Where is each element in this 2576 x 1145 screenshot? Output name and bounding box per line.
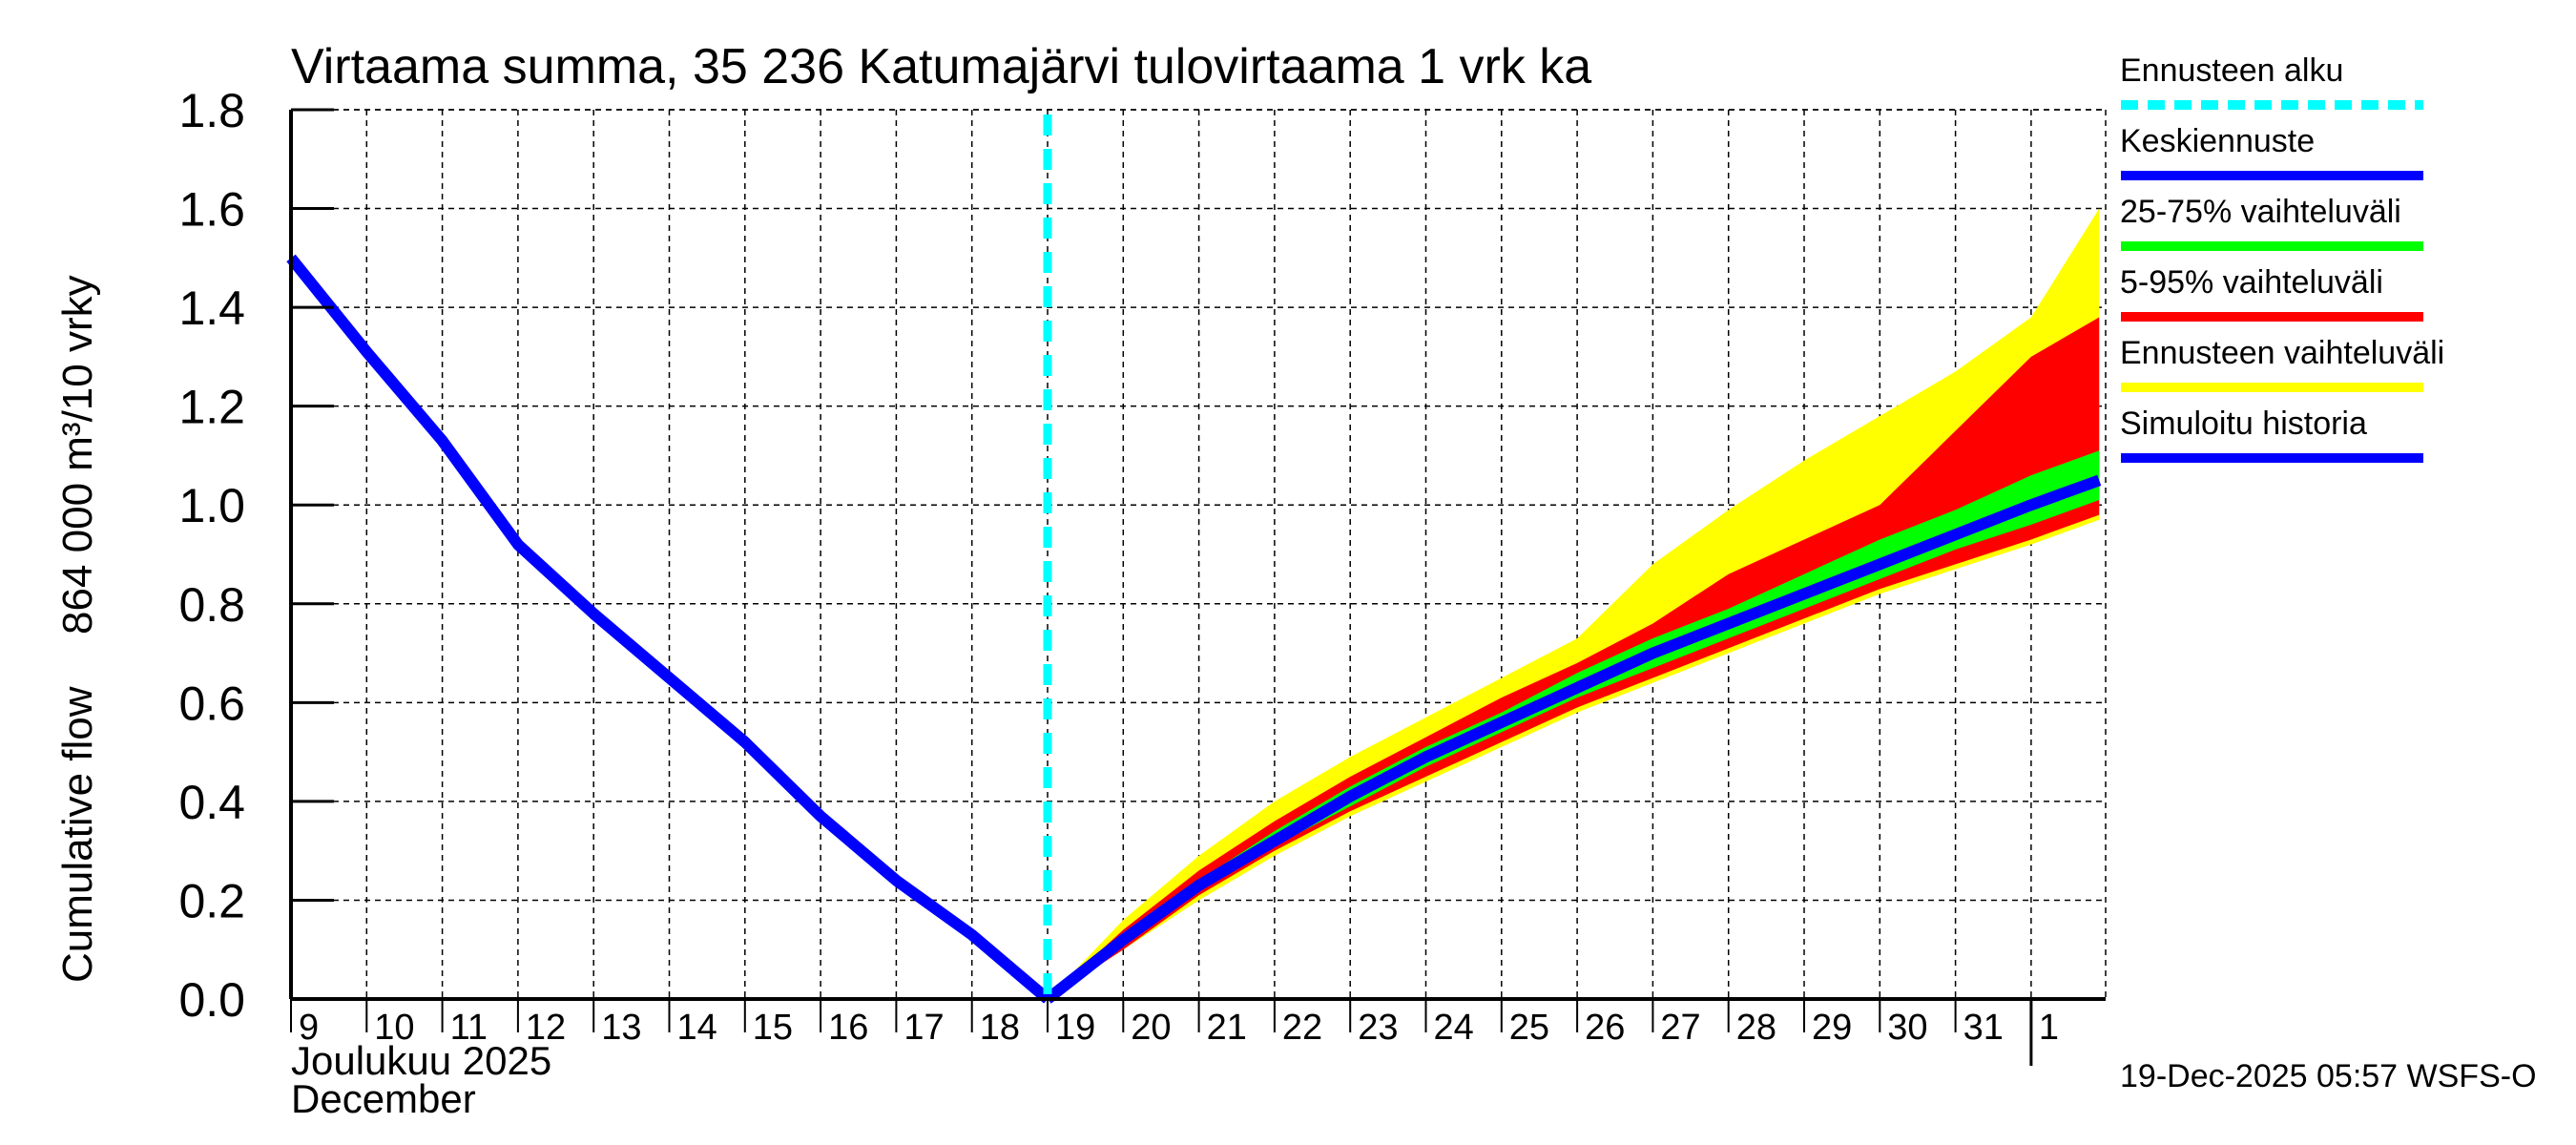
line-Keskiennuste (1044, 474, 2102, 1004)
line-Simuloitu historia (286, 254, 1051, 1004)
svg-text:28: 28 (1736, 1008, 1776, 1048)
svg-text:14: 14 (677, 1008, 717, 1048)
svg-text:22: 22 (1282, 1008, 1322, 1048)
svg-text:16: 16 (828, 1008, 868, 1048)
band-25-75% vaihteluväli (1048, 450, 2100, 999)
svg-text:0.8: 0.8 (178, 578, 245, 632)
svg-text:1.0: 1.0 (178, 479, 245, 532)
svg-text:1.8: 1.8 (178, 84, 245, 137)
svg-text:30: 30 (1887, 1008, 1927, 1048)
x-axis-label-month: Joulukuu 2025 (291, 1038, 551, 1083)
svg-text:0.0: 0.0 (178, 973, 245, 1027)
svg-text:20: 20 (1131, 1008, 1171, 1048)
svg-text:10: 10 (374, 1008, 414, 1048)
svg-text:27: 27 (1660, 1008, 1700, 1048)
svg-text:29: 29 (1812, 1008, 1852, 1048)
svg-text:Simuloitu historia: Simuloitu historia (2120, 406, 2367, 442)
series-lines (286, 254, 2102, 1004)
y-axis-label-unit: 864 000 m³/10 vrky (54, 275, 101, 635)
svg-text:25: 25 (1509, 1008, 1549, 1048)
svg-text:1.6: 1.6 (178, 183, 245, 237)
svg-text:24: 24 (1434, 1008, 1474, 1048)
svg-text:21: 21 (1207, 1008, 1247, 1048)
svg-text:26: 26 (1585, 1008, 1625, 1048)
svg-text:17: 17 (904, 1008, 944, 1048)
svg-text:1: 1 (2039, 1008, 2059, 1048)
svg-text:13: 13 (601, 1008, 641, 1048)
forecast-bands (1048, 208, 2100, 1000)
x-axis-label-month-en: December (291, 1076, 476, 1121)
svg-text:5-95% vaihteluväli: 5-95% vaihteluväli (2120, 264, 2383, 301)
svg-text:9: 9 (299, 1008, 319, 1048)
y-axis-ticks: 0.0 0.2 0.4 0.6 0.8 1.0 1.2 1.4 1.6 1.8 (178, 84, 334, 1027)
svg-text:25-75% vaihteluväli: 25-75% vaihteluväli (2120, 194, 2401, 230)
legend: Ennusteen alku Keskiennuste 25-75% vaihtel… (2120, 52, 2444, 463)
svg-text:Ennusteen vaihteluväli: Ennusteen vaihteluväli (2120, 335, 2444, 371)
svg-text:0.4: 0.4 (178, 776, 245, 829)
svg-text:31: 31 (1963, 1008, 2004, 1048)
svg-text:0.6: 0.6 (178, 677, 245, 730)
svg-text:18: 18 (980, 1008, 1020, 1048)
svg-text:12: 12 (526, 1008, 566, 1048)
svg-text:1.4: 1.4 (178, 281, 245, 335)
svg-text:Keskiennuste: Keskiennuste (2120, 123, 2315, 159)
svg-text:23: 23 (1358, 1008, 1398, 1048)
svg-text:15: 15 (753, 1008, 793, 1048)
svg-text:1.2: 1.2 (178, 381, 245, 434)
timestamp-footer: 19-Dec-2025 05:57 WSFS-O (2120, 1058, 2537, 1094)
svg-text:Ennusteen alku: Ennusteen alku (2120, 52, 2343, 89)
band-5-95% vaihteluväli (1048, 317, 2100, 999)
svg-text:0.2: 0.2 (178, 874, 245, 927)
grid-lines (291, 109, 2107, 999)
svg-text:11: 11 (450, 1008, 488, 1048)
svg-text:19: 19 (1055, 1008, 1095, 1048)
chart-title: Virtaama summa, 35 236 Katumajärvi tulov… (291, 39, 1591, 94)
x-axis-ticks: 9 10 11 12 13 14 15 16 17 18 19 20 21 22 23 24 25 26 27 28 2… (290, 999, 2059, 1066)
y-axis-label-en: Cumulative flow (54, 686, 101, 983)
